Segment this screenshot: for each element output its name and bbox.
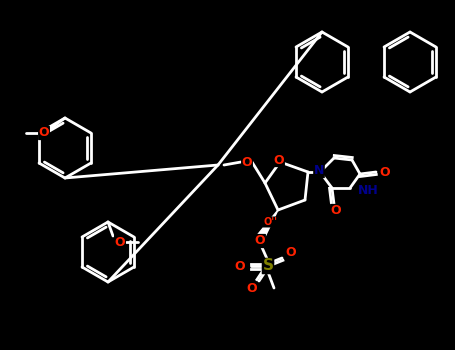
Text: O: O — [274, 154, 284, 167]
Text: O: O — [331, 204, 341, 217]
Text: N: N — [314, 164, 324, 177]
Text: O: O — [115, 236, 125, 248]
Text: O: O — [247, 282, 258, 295]
Polygon shape — [257, 210, 278, 240]
Text: O'': O'' — [263, 217, 277, 227]
Text: O: O — [255, 234, 265, 247]
Text: O: O — [286, 245, 296, 259]
Text: S: S — [263, 259, 273, 273]
Text: O: O — [242, 155, 253, 168]
Text: O: O — [235, 259, 245, 273]
Text: NH: NH — [358, 183, 379, 196]
Text: O: O — [379, 166, 390, 178]
Text: O: O — [39, 126, 49, 140]
